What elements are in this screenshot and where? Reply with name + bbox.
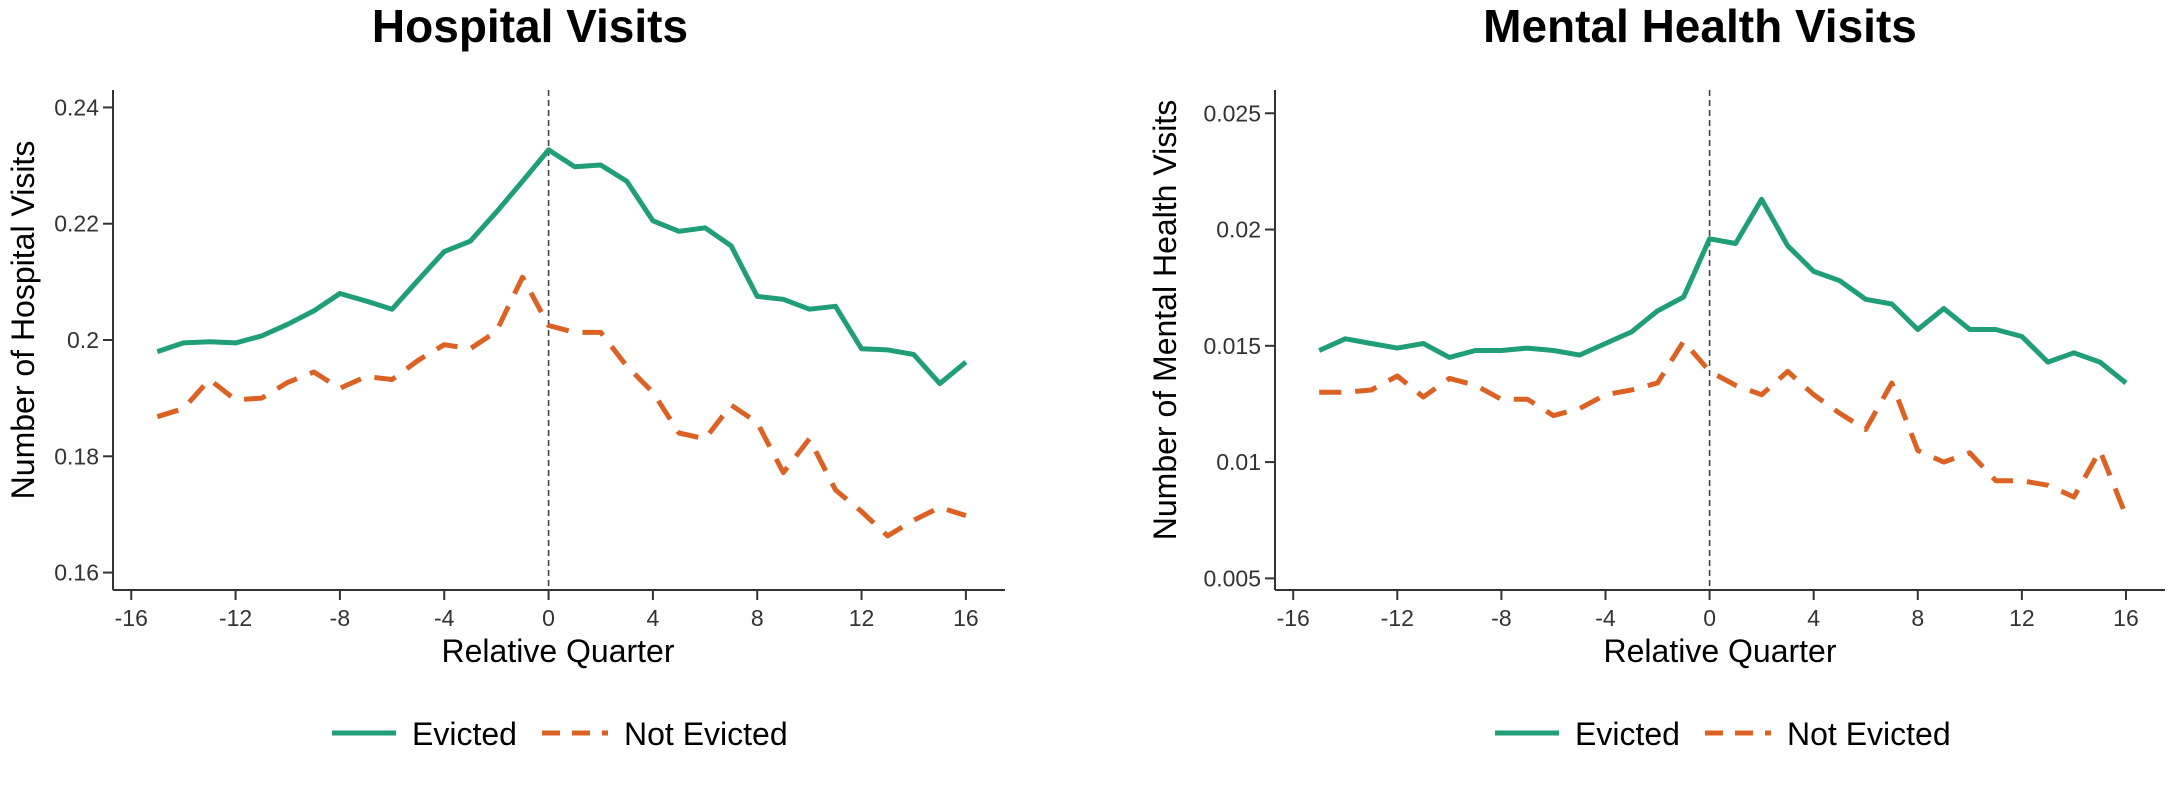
x-tick-label: 12 bbox=[849, 605, 875, 631]
not-evicted-series-line bbox=[156, 274, 967, 539]
evicted-series-line bbox=[1318, 196, 2128, 385]
legend-evicted-label: Evicted bbox=[412, 716, 517, 752]
y-tick-label: 0.015 bbox=[1203, 333, 1261, 359]
x-tick-label: -4 bbox=[1595, 605, 1616, 631]
x-tick-label: 12 bbox=[2009, 605, 2035, 631]
x-tick-label: 0 bbox=[1703, 605, 1716, 631]
y-tick-label: 0.24 bbox=[54, 94, 99, 120]
x-tick-label: 0 bbox=[542, 605, 555, 631]
x-tick-label: -12 bbox=[1381, 605, 1414, 631]
plot-area: 0.16 0.18 0.2 0.22 0.24 -16 -12 -8 -4 0 4 8 12 16 bbox=[54, 90, 1005, 631]
y-tick-label: 0.22 bbox=[54, 211, 99, 237]
x-tick-label: 8 bbox=[751, 605, 764, 631]
x-tick-label: -16 bbox=[115, 605, 148, 631]
y-tick-label: 0.18 bbox=[54, 443, 99, 469]
x-tick-label: -4 bbox=[434, 605, 455, 631]
x-tick-label: 8 bbox=[1911, 605, 1924, 631]
x-tick-label: -16 bbox=[1277, 605, 1310, 631]
y-tick-label: 0.025 bbox=[1203, 100, 1261, 126]
y-axis-title: Number of Mental Health Visits bbox=[1147, 100, 1183, 540]
x-tick-label: 4 bbox=[1807, 605, 1820, 631]
x-tick-label: -8 bbox=[330, 605, 350, 631]
x-tick-label: 16 bbox=[953, 605, 979, 631]
plot-area: 0.005 0.01 0.015 0.02 0.025 -16 -12 -8 -4 0 4 8 12 16 bbox=[1203, 90, 2165, 631]
x-tick-label: -8 bbox=[1491, 605, 1511, 631]
mental-health-visits-panel: Mental Health Visits Number of Mental He… bbox=[1147, 0, 2165, 669]
chart-title: Mental Health Visits bbox=[1483, 0, 1917, 52]
y-tick-label: 0.01 bbox=[1216, 449, 1261, 475]
legend: Evicted Not Evicted bbox=[332, 716, 788, 752]
chart-title: Hospital Visits bbox=[372, 0, 688, 52]
x-tick-label: -12 bbox=[219, 605, 252, 631]
hospital-visits-panel: Hospital Visits Number of Hospital Visit… bbox=[5, 0, 1005, 669]
evicted-series-line bbox=[156, 147, 968, 387]
not-evicted-series-line bbox=[1319, 338, 2129, 517]
y-tick-label: 0.02 bbox=[1216, 217, 1261, 243]
legend-not-evicted-label: Not Evicted bbox=[624, 716, 788, 752]
x-axis-title: Relative Quarter bbox=[442, 633, 675, 669]
legend-not-evicted-label: Not Evicted bbox=[1787, 716, 1951, 752]
x-tick-label: 16 bbox=[2113, 605, 2139, 631]
y-tick-label: 0.2 bbox=[67, 327, 99, 353]
y-axis-title: Number of Hospital Visits bbox=[5, 141, 41, 500]
x-tick-label: 4 bbox=[646, 605, 659, 631]
y-tick-label: 0.005 bbox=[1203, 565, 1261, 591]
legend: Evicted Not Evicted bbox=[1495, 716, 1951, 752]
legend-evicted-label: Evicted bbox=[1575, 716, 1680, 752]
x-axis-title: Relative Quarter bbox=[1604, 633, 1837, 669]
y-tick-label: 0.16 bbox=[54, 560, 99, 586]
